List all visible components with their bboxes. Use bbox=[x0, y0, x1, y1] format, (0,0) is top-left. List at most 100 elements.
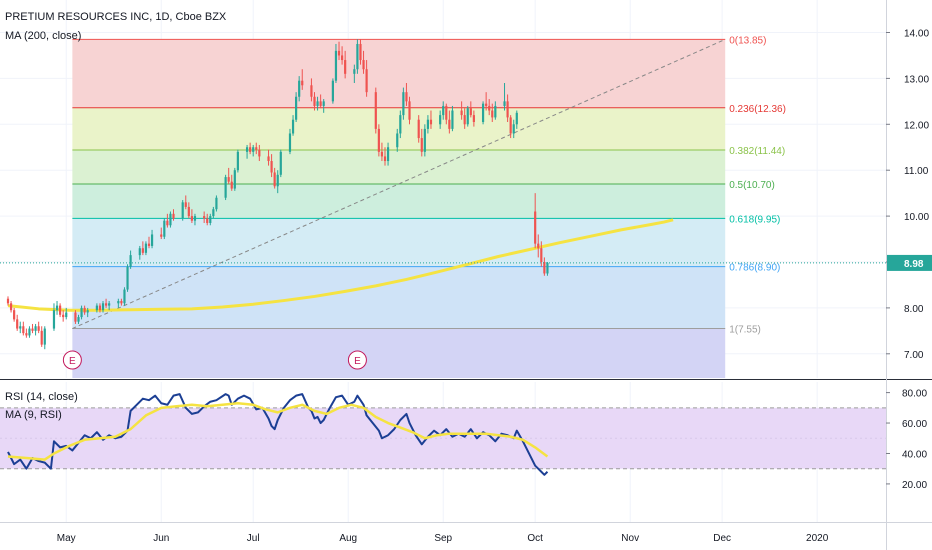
rsi-indicator-label[interactable]: RSI (14, close) bbox=[5, 391, 78, 403]
candle-body bbox=[534, 211, 537, 244]
candle-body bbox=[491, 110, 494, 118]
candle-body bbox=[252, 147, 255, 152]
rsi-ma-indicator-label[interactable]: MA (9, RSI) bbox=[5, 409, 62, 421]
candle-body bbox=[540, 248, 543, 262]
candle-body bbox=[402, 92, 405, 116]
candle-body bbox=[301, 80, 304, 86]
candle-body bbox=[451, 110, 454, 129]
candle-body bbox=[108, 303, 111, 306]
fib-level-label: 0.236(12.36) bbox=[729, 104, 786, 115]
candle-body bbox=[255, 147, 258, 150]
candle-body bbox=[120, 301, 123, 304]
candle-body bbox=[172, 213, 175, 219]
price-axis-label: 8.00 bbox=[904, 304, 924, 315]
fib-zone bbox=[72, 266, 726, 329]
fib-level-label: 0(13.85) bbox=[729, 35, 766, 46]
candle-body bbox=[423, 128, 426, 152]
candle-body bbox=[163, 220, 166, 237]
candle-body bbox=[426, 119, 430, 129]
candle-body bbox=[184, 202, 187, 207]
candle-body bbox=[74, 312, 77, 322]
candle-body bbox=[206, 218, 209, 223]
candle-body bbox=[52, 310, 56, 329]
candle-body bbox=[249, 147, 252, 152]
candle-body bbox=[396, 133, 399, 148]
candle-body bbox=[181, 202, 184, 219]
fib-zone bbox=[72, 107, 726, 151]
candle-body bbox=[150, 234, 154, 246]
candle-body bbox=[209, 216, 212, 223]
last-price-value: 8.98 bbox=[904, 259, 924, 270]
rsi-axis-label: 80.00 bbox=[902, 389, 927, 400]
fib-level-label: 0.382(11.44) bbox=[729, 146, 785, 157]
candle-body bbox=[448, 119, 451, 129]
candle-body bbox=[59, 305, 62, 315]
candle-body bbox=[141, 248, 144, 253]
candle-body bbox=[356, 43, 359, 70]
ma-indicator-label[interactable]: MA (200, close) bbox=[5, 30, 82, 42]
candle-body bbox=[215, 197, 218, 210]
candle-body bbox=[439, 115, 442, 125]
candle-body bbox=[233, 170, 236, 189]
time-axis-label: Nov bbox=[621, 533, 639, 544]
candle-body bbox=[298, 80, 301, 97]
candle-body bbox=[377, 128, 380, 152]
time-axis-label: 2020 bbox=[806, 533, 829, 544]
candle-body bbox=[193, 216, 197, 221]
candle-body bbox=[291, 119, 295, 134]
candle-body bbox=[160, 234, 163, 237]
candle-body bbox=[34, 326, 37, 331]
candle-body bbox=[104, 303, 108, 306]
candle-body bbox=[380, 151, 384, 157]
fib-zone bbox=[72, 39, 726, 108]
rsi-axis-label: 20.00 bbox=[902, 480, 927, 491]
fib-zone bbox=[72, 183, 726, 219]
candle-body bbox=[6, 298, 10, 304]
candle-body bbox=[203, 216, 206, 219]
candle-body bbox=[405, 92, 408, 102]
rsi-axis-label: 40.00 bbox=[902, 449, 927, 460]
candle-body bbox=[19, 326, 22, 329]
candle-body bbox=[123, 289, 126, 304]
candle-body bbox=[25, 333, 28, 336]
candle-body bbox=[258, 149, 261, 157]
candle-body bbox=[138, 248, 141, 256]
ma200-line bbox=[7, 218, 674, 312]
candle-body bbox=[166, 220, 169, 226]
candle-body bbox=[485, 103, 488, 106]
candle-body bbox=[9, 303, 13, 311]
candle-body bbox=[279, 151, 282, 175]
candle-body bbox=[98, 305, 102, 311]
candle-body bbox=[62, 314, 65, 318]
time-axis-label: Oct bbox=[527, 533, 543, 544]
fib-zone bbox=[72, 218, 726, 267]
candle-body bbox=[353, 69, 356, 74]
candle-body bbox=[245, 147, 249, 152]
candle-body bbox=[295, 96, 298, 120]
time-axis-label: Jun bbox=[153, 533, 169, 544]
candle-body bbox=[494, 105, 497, 118]
fib-trend-line bbox=[72, 38, 726, 330]
candle-body bbox=[506, 101, 509, 118]
rsi-band bbox=[0, 407, 886, 469]
candle-body bbox=[469, 108, 472, 116]
candle-body bbox=[420, 138, 423, 152]
candle-body bbox=[95, 305, 98, 311]
candle-body bbox=[488, 105, 491, 111]
candle-body bbox=[129, 255, 132, 267]
candle-body bbox=[230, 181, 233, 189]
candle-body bbox=[481, 103, 485, 123]
candle-body bbox=[22, 326, 25, 334]
time-axis-label: Dec bbox=[713, 533, 731, 544]
candle-body bbox=[273, 172, 276, 187]
time-axis-label: Jul bbox=[247, 533, 260, 544]
candle-body bbox=[117, 301, 120, 304]
candle-body bbox=[270, 161, 273, 173]
candle-body bbox=[503, 101, 506, 106]
candle-body bbox=[445, 105, 448, 120]
candle-body bbox=[316, 101, 319, 106]
candle-body bbox=[83, 307, 86, 313]
candle-body bbox=[319, 101, 322, 106]
candle-body bbox=[472, 115, 475, 123]
